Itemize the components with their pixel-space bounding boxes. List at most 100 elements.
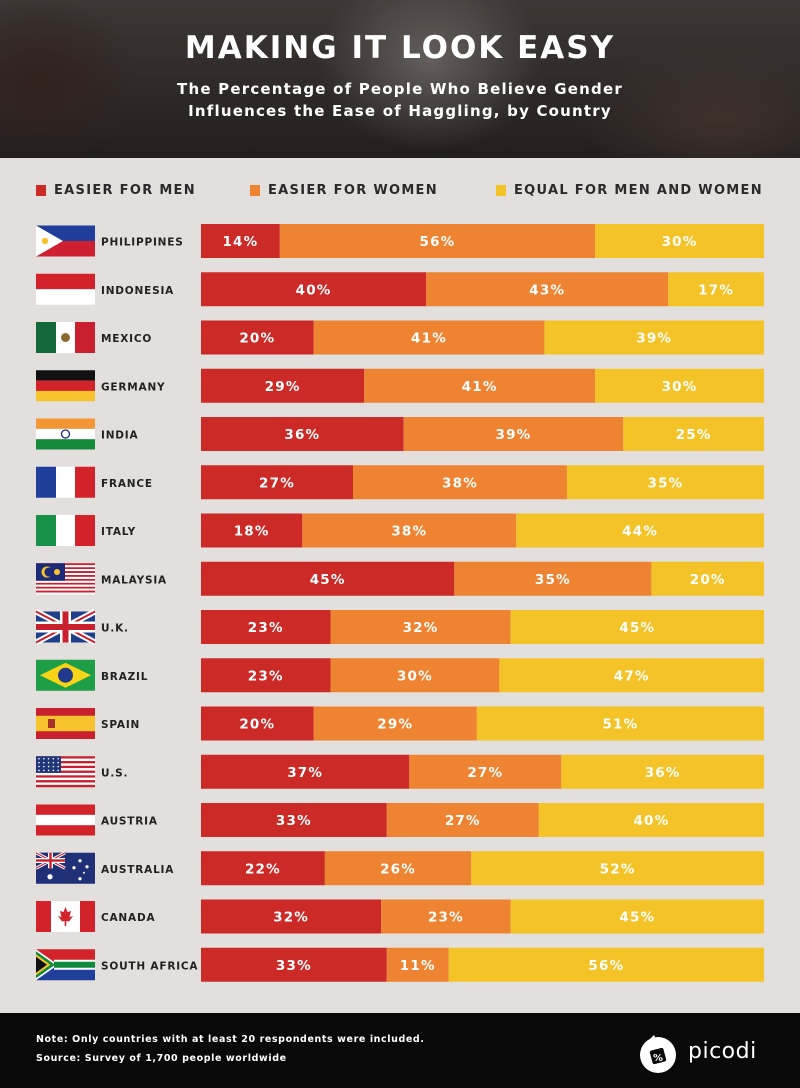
bar-segment: [201, 513, 303, 548]
data-label: 44%: [622, 524, 658, 540]
data-label: 40%: [296, 282, 332, 298]
category-label: ITALY: [101, 526, 136, 538]
chart-row: SOUTH AFRICA 33% 11% 56%: [36, 947, 764, 982]
data-label: 20%: [239, 717, 275, 733]
data-label: 38%: [391, 524, 427, 540]
data-label: 47%: [614, 668, 650, 684]
data-label: 23%: [248, 668, 284, 684]
bar-segment: [476, 706, 764, 741]
austria-flag: [36, 804, 95, 836]
bar-segment: [623, 417, 764, 451]
legend-swatch-men: [36, 184, 46, 196]
data-label: 41%: [462, 379, 498, 395]
chart-row: ITALY 18% 38% 44%: [36, 513, 764, 548]
chart-row: MALAYSIA 45% 35% 20%: [36, 561, 764, 596]
bar-segment: [471, 851, 764, 886]
bar-segment: [330, 658, 500, 693]
legend: EASIER FOR MEN EASIER FOR WOMEN EQUAL FO…: [36, 181, 776, 199]
data-label: 30%: [662, 234, 698, 250]
bar-segment: [538, 803, 764, 837]
italy-flag: [36, 515, 95, 546]
category-label: SPAIN: [101, 719, 140, 731]
bar-segment: [201, 561, 455, 596]
data-label: 39%: [636, 331, 672, 347]
chart-row: MEXICO 20% 41% 39%: [36, 320, 764, 355]
bar-segment: [651, 561, 764, 596]
bar-segment: [595, 368, 764, 403]
malaysia-flag: [36, 563, 95, 595]
data-label: 35%: [648, 475, 684, 491]
data-label: 33%: [276, 813, 312, 829]
bar-segment: [448, 947, 764, 982]
data-label: 45%: [619, 620, 655, 636]
data-label: 33%: [276, 958, 312, 974]
picodi-logo-text: picodi: [688, 1039, 757, 1064]
data-label: 18%: [234, 524, 270, 540]
chart-row: U.S. 37% 27% 36%: [36, 754, 764, 789]
svg-text:%: %: [653, 1053, 663, 1064]
category-label: AUSTRIA: [101, 816, 158, 828]
category-label: GERMANY: [101, 381, 165, 393]
data-label: 17%: [698, 282, 734, 298]
data-label: 56%: [588, 958, 624, 974]
bar-segment: [201, 465, 354, 500]
category-label: CANADA: [101, 912, 155, 924]
chart-row: CANADA 32% 23% 45%: [36, 899, 764, 934]
stacked-bar-chart: PHILIPPINES 14% 56% 30% INDONESIA 40% 43% 17% ME…: [34, 224, 764, 982]
legend-label-men: EASIER FOR MEN: [54, 182, 196, 198]
germany-flag: [36, 370, 95, 402]
data-label: 27%: [259, 475, 295, 491]
bar-segment: [409, 754, 562, 789]
bar-segment: [324, 851, 472, 886]
data-label: 14%: [222, 234, 258, 250]
category-label: BRAZIL: [101, 671, 148, 683]
picodi-logo: % picodi: [636, 1033, 776, 1077]
bar-segment: [201, 706, 314, 741]
data-label: 37%: [287, 765, 323, 781]
data-label: 38%: [442, 475, 478, 491]
bar-segment: [561, 754, 764, 789]
bar-segment: [201, 320, 314, 355]
chart-row: INDONESIA 40% 43% 17%: [36, 272, 764, 307]
footer: Note: Only countries with at least 20 re…: [0, 1013, 800, 1088]
chart-row: BRAZIL 23% 30% 47%: [36, 658, 764, 693]
spain-flag: [36, 708, 95, 739]
legend-item-men: EASIER FOR MEN: [36, 181, 196, 199]
chart-row: INDIA 36% 39% 25%: [36, 417, 764, 451]
bar-segment: [426, 272, 669, 307]
data-label: 23%: [248, 620, 284, 636]
bar-segment: [201, 224, 280, 258]
category-label: FRANCE: [101, 478, 153, 490]
bar-segment: [201, 417, 404, 451]
legend-swatch-equal: [496, 184, 506, 196]
data-label: 20%: [239, 331, 275, 347]
bar-segment: [201, 803, 387, 837]
bar-segment: [595, 224, 764, 258]
legend-item-women: EASIER FOR WOMEN: [250, 181, 438, 199]
bar-segment: [510, 610, 764, 644]
bar-segment: [201, 899, 382, 934]
data-label: 35%: [535, 572, 571, 588]
category-label: INDIA: [101, 430, 139, 442]
data-label: 39%: [496, 427, 532, 443]
data-label: 51%: [602, 717, 638, 733]
bar-segment: [313, 320, 545, 355]
data-label: 26%: [380, 861, 416, 877]
category-label: MEXICO: [101, 333, 152, 345]
bar-segment: [454, 561, 652, 596]
data-label: 43%: [529, 282, 565, 298]
bar-segment: [201, 658, 331, 693]
data-label: 30%: [397, 668, 433, 684]
data-label: 11%: [400, 958, 436, 974]
south-africa-flag: [36, 949, 95, 981]
legend-swatch-women: [250, 184, 260, 196]
data-label: 52%: [600, 861, 636, 877]
data-label: 32%: [273, 910, 309, 926]
category-label: INDONESIA: [101, 285, 174, 297]
chart-row: U.K. 23% 32% 45%: [34, 608, 764, 646]
data-label: 36%: [645, 765, 681, 781]
bar-segment: [201, 610, 331, 644]
bar-segment: [201, 754, 410, 789]
uk-flag: [34, 608, 97, 646]
chart-subtitle-line-1: The Percentage of People Who Believe Gen…: [177, 80, 623, 98]
